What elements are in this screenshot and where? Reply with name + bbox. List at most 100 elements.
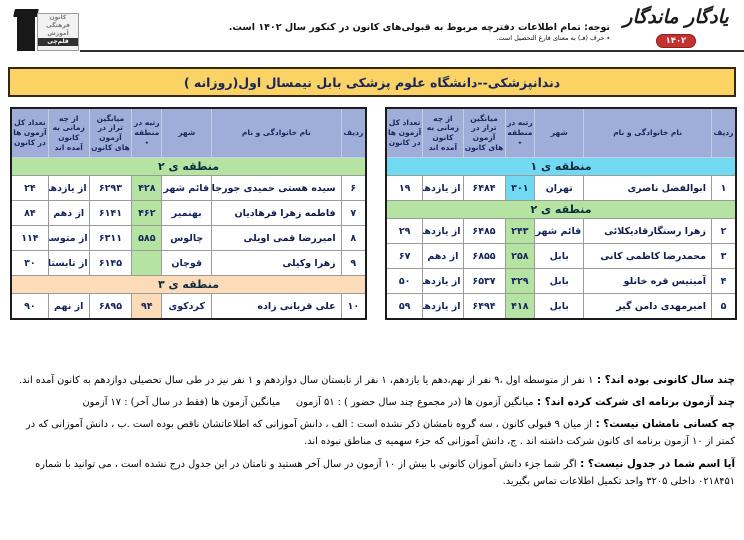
student-row: ۳ محمدرضا کاظمی کانی بابل ۲۵۸ ۶۸۵۵ از دهم ۶۷ [385,243,737,269]
student-row: ۷ فاطمه زهرا فرهادیان بهنمیر ۴۶۲ ۶۱۴۱ از دهم ۸… [10,200,367,226]
student-name: امیرمهدی دامن گیر [583,293,712,320]
rank-in-region: ۲۵۸ [504,243,536,269]
column-header: میانگین تراز در آزمون های کانون [462,107,506,158]
total-exams: ۲۹ [385,218,424,244]
avg-score: ۶۱۴۵ [88,250,133,276]
city: بهنمیر [161,200,213,226]
avg-score: ۶۴۸۴ [462,175,506,201]
rank-in-region: ۳۲۹ [504,268,536,294]
total-exams: ۶۷ [385,243,424,269]
column-header: ردیف [711,107,737,158]
kanoon-sign-line: آموزش [47,30,69,37]
avg-score: ۶۱۴۱ [88,200,133,226]
student-row: ۱۰ علی قربانی زاده کردکوی ۹۴ ۶۸۹۵ از نهم ۹۰ [10,293,367,320]
row-number: ۲ [711,218,737,244]
city: قائم شهر [161,175,213,201]
rank-in-region: ۳۰۱ [504,175,536,201]
table-header-row: ردیف نام خانوادگی و نام شهر رتبه در منطقه ٭… [10,107,367,158]
total-exams: ۹۰ [10,293,49,320]
column-header: میانگین تراز در آزمون های کانون [88,107,133,158]
rank-in-region [131,250,163,276]
student-row: ۶ سیده هستی حمیدی جورجاده قائم شهر ۴۲۸ ۶۲۹۳ ا… [10,175,367,201]
total-exams: ۲۴ [10,175,49,201]
column-header: نام خانوادگی و نام [211,107,342,158]
joined-since: از نهم [47,293,90,320]
header-note-footnote: ٭ حرف (فـ) به معنای فارغ التحصیل است. [496,34,610,42]
header-note: توجه: تمام اطلاعات دفترچه مربوط به قبولی… [229,22,610,42]
column-header: شهر [161,107,213,158]
note-paragraph: چه کسانی نامشان نیست؟ : از میان ۹ قبولی … [9,415,735,450]
note-question: چند سال کانونی بوده اند؟ : [593,374,735,386]
student-name: زهرا وکیلی [211,250,342,276]
kanoon-logo: کانون فرهنگی آموزش قلم‌چی [13,3,79,51]
region-label: منطقه ی ۱ [385,157,737,176]
row-number: ۷ [340,200,367,226]
rank-in-region: ۴۶۲ [131,200,163,226]
title-bar: دندانپزشکی--دانشگاه علوم پزشکی بابل نیمس… [8,67,736,97]
region-row: منطقه ی ۳ [10,275,367,294]
column-header: از چه زمانی به کانون آمده اند [47,107,90,158]
row-number: ۸ [340,225,367,251]
student-row: ۲ زهرا رستگارقادیکلائی قائم شهر ۲۴۳ ۶۴۸۵ از ی… [385,218,737,244]
note-question: چند آزمون برنامه ای شرکت کرده اند؟ : [533,396,735,409]
column-header: رتبه در منطقه ٭ [131,107,163,158]
total-exams: ۸۴ [10,200,49,226]
column-header: رتبه در منطقه ٭ [504,107,536,158]
row-number: ۹ [340,250,367,276]
row-number: ۴ [711,268,737,294]
region-label: منطقه ی ۳ [10,275,367,294]
note-answer: ۱ نفر از متوسطه اول ،۹ نفر از نهم،دهم یا… [18,375,594,386]
note-answer: از میان ۹ قبولی کانون ، سه گروه نامشان ذ… [22,419,735,448]
admissions-table-right: ردیف نام خانوادگی و نام شهر رتبه در منطقه ٭… [385,107,737,320]
joined-since: از متوسطه اول [47,225,90,251]
total-exams: ۱۹ [385,175,424,201]
student-name: علی قربانی زاده [211,293,342,320]
kanoon-sign-line: قلم‌چی [38,38,78,46]
note-paragraph: چند سال کانونی بوده اند؟ : ۱ نفر از متوس… [9,371,735,389]
joined-since: از یازدهم [422,175,464,201]
page-title: دندانپزشکی--دانشگاه علوم پزشکی بابل نیمس… [183,74,561,90]
kanoon-sign-text: کانون فرهنگی آموزش قلم‌چی [37,13,79,51]
region-label: منطقه ی ۲ [385,200,737,219]
yadegar-mandegar-logo: یادگار ماندگار ۱۴۰۲ [614,6,738,48]
region-row: منطقه ی ۲ [385,200,737,219]
note-answer: میانگین آزمون ها (در مجموع چند سال حضور … [82,397,534,409]
student-name: آمیتیس قره خانلو [583,268,712,294]
city: تهران [534,175,585,201]
student-name: سیده هستی حمیدی جورجاده [211,175,342,201]
note-paragraph: آیا اسم شما در جدول نیست؟ : اگر شما جزء … [9,455,735,490]
header-note-main: توجه: تمام اطلاعات دفترچه مربوط به قبولی… [228,22,610,33]
kanoon-sign-line: کانون [49,14,67,21]
rank-in-region: ۴۱۸ [504,293,536,320]
row-number: ۳ [711,243,737,269]
total-exams: ۵۹ [385,293,424,320]
note-answer: اگر شما جزء دانش آموزان کانونی با بیش از… [32,458,735,487]
joined-since: از یازدهم [422,268,464,294]
column-header: شهر [534,107,585,158]
avg-score: ۶۴۹۴ [462,293,506,320]
rank-in-region: ۴۲۸ [131,175,163,201]
column-header: تعداد کل آزمون ها در کانون [10,107,49,158]
avg-score: ۶۸۵۵ [462,243,506,269]
student-name: زهرا رستگارقادیکلائی [583,218,712,244]
city: قائم شهر [534,218,585,244]
student-name: فاطمه زهرا فرهادیان [211,200,342,226]
row-number: ۱۰ [340,293,367,320]
note-question: چه کسانی نامشان نیست؟ : [592,418,735,431]
header-divider [80,50,744,52]
rank-in-region: ۹۴ [131,293,163,320]
joined-since: از دهم [47,200,90,226]
column-header: ردیف [340,107,367,158]
total-exams: ۵۰ [385,268,424,294]
joined-since: از یازدهم [47,175,90,201]
student-name: امیررضا قمی اویلی [211,225,342,251]
year-badge: ۱۴۰۲ [655,34,697,48]
note-question: آیا اسم شما در جدول نیست؟ : [576,457,735,470]
note-paragraph: چند آزمون برنامه ای شرکت کرده اند؟ : میا… [9,393,735,411]
